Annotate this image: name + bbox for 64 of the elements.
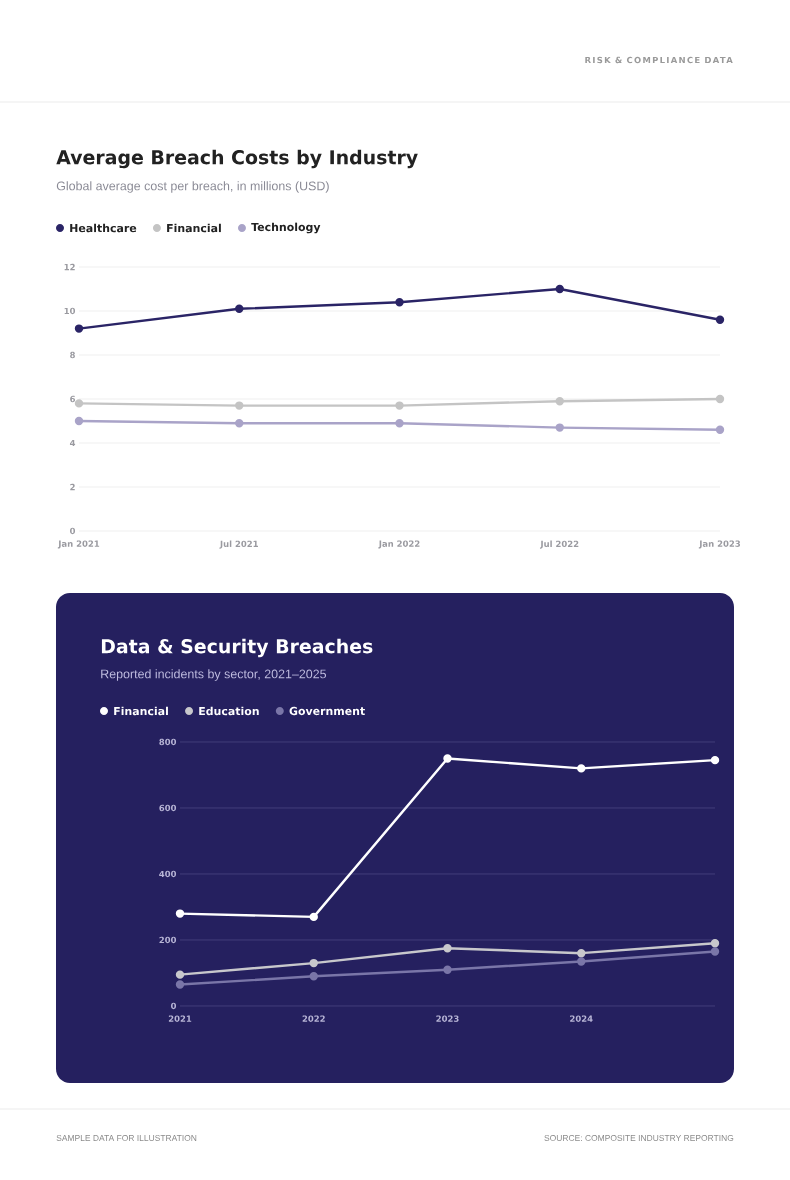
y-tick-label: 200 <box>159 936 177 944</box>
y-tick-label: 600 <box>159 804 177 812</box>
point <box>710 755 720 765</box>
y-tick-label: 0 <box>171 1002 177 1010</box>
point <box>74 324 84 333</box>
y-tick-label: 6 <box>70 395 76 403</box>
point <box>395 297 404 307</box>
legend-label: Technology <box>251 222 321 234</box>
x-tick-label: 2022 <box>302 1015 325 1022</box>
legend-label: Financial <box>167 223 221 233</box>
x-tick-label: 2023 <box>436 1015 459 1022</box>
point <box>175 970 185 979</box>
chart-title: Data & Security Breaches <box>101 638 373 658</box>
text: SAMPLE DATA FOR ILLUSTRATION <box>56 1135 197 1141</box>
point <box>443 754 452 763</box>
point <box>715 315 725 324</box>
point <box>235 401 244 410</box>
x-tick-label: Jan 2022 <box>378 540 420 549</box>
point <box>577 764 586 773</box>
x-tick-label: Jan 2023 <box>698 540 741 549</box>
point <box>555 396 564 406</box>
legend-label: Government <box>289 706 365 716</box>
chart-title: Average Breach Costs by Industry <box>56 149 418 169</box>
y-tick-label: 400 <box>159 870 177 878</box>
y-tick-label: 0 <box>69 527 76 535</box>
chart-subtitle: Global average cost per breach, in millions (USD) <box>56 181 329 193</box>
x-tick-label: Jul 2022 <box>539 540 579 549</box>
point <box>555 423 564 432</box>
x-tick-label: 2021 <box>168 1015 192 1022</box>
point <box>309 972 318 981</box>
text: RISK & COMPLIANCE DATA <box>585 56 733 64</box>
chart-subtitle: Reported incidents by sector, 2021–2025 <box>101 669 327 681</box>
y-tick-label: 800 <box>159 738 177 746</box>
point <box>175 980 185 989</box>
y-tick-label: 12 <box>64 263 75 271</box>
point <box>555 284 564 294</box>
point <box>235 418 244 428</box>
point <box>710 939 720 948</box>
y-tick-label: 10 <box>64 307 76 315</box>
x-tick-label: 2024 <box>570 1015 593 1022</box>
x-tick-label: Jan 2021 <box>57 540 100 549</box>
point <box>175 909 185 918</box>
point <box>74 399 84 408</box>
y-tick-label: 8 <box>70 351 75 359</box>
point <box>235 304 244 313</box>
point <box>577 957 586 966</box>
y-tick-label: 4 <box>69 439 76 447</box>
x-tick-label: Jul 2021 <box>219 540 258 549</box>
point <box>715 394 725 404</box>
point <box>309 912 318 922</box>
point <box>309 958 318 968</box>
point <box>74 416 84 426</box>
point <box>715 425 725 434</box>
source-note: SOURCE: COMPOSITE INDUSTRY REPORTING <box>544 1135 734 1141</box>
legend-label: Financial <box>114 706 168 716</box>
point <box>577 948 586 958</box>
point <box>395 401 404 410</box>
legend-label: Healthcare <box>70 223 137 233</box>
point <box>443 944 452 953</box>
point <box>395 418 404 428</box>
point <box>443 965 452 974</box>
point <box>710 947 720 956</box>
legend-label: Education <box>199 706 259 716</box>
y-tick-label: 2 <box>70 483 75 491</box>
